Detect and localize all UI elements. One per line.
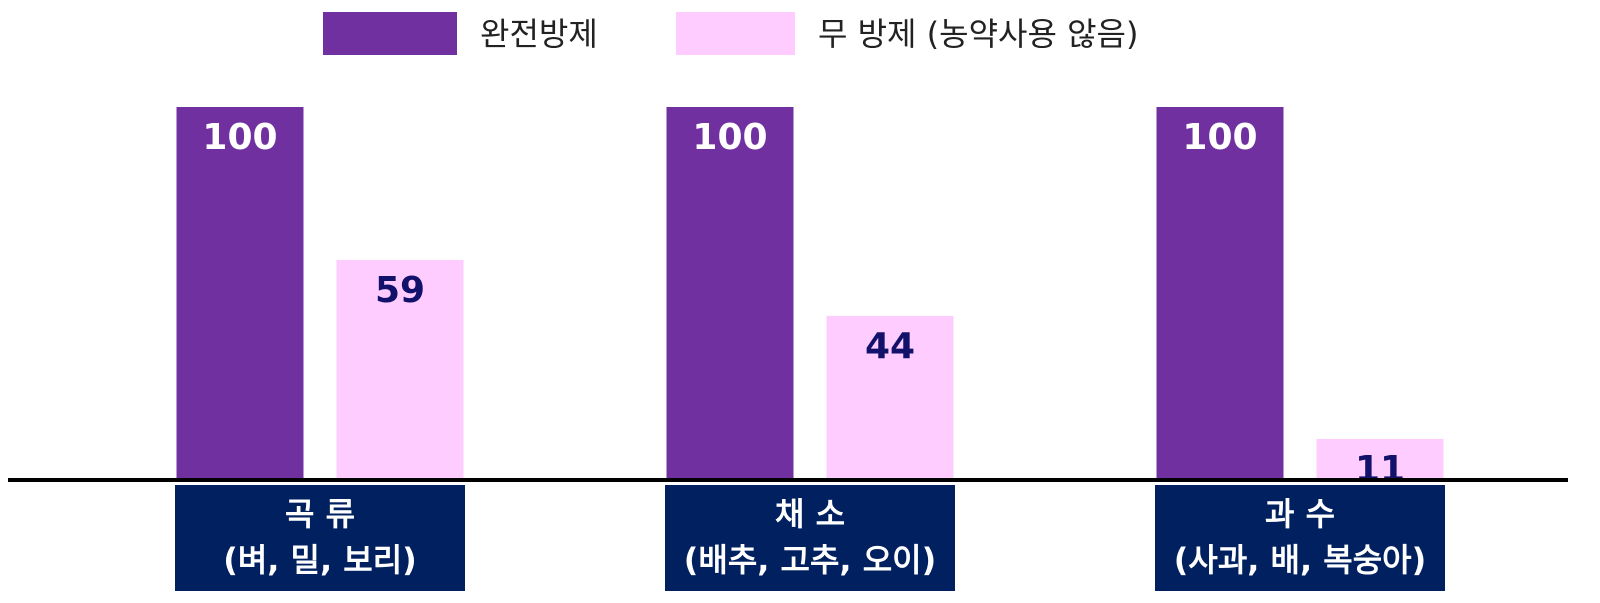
data-label: 100 [692, 117, 767, 158]
category-box [175, 485, 465, 591]
bar [1156, 107, 1284, 480]
bar [826, 315, 954, 480]
x-tick-label: 과 수 [1265, 495, 1335, 533]
data-label: 100 [1182, 117, 1257, 158]
bar [666, 107, 794, 480]
legend-swatch [676, 12, 795, 55]
legend-swatch [323, 12, 457, 55]
category-box [665, 485, 955, 591]
x-tick-label: 곡 류 [285, 495, 355, 533]
bar [176, 107, 304, 480]
data-label: 11 [1355, 449, 1405, 490]
bar [1316, 438, 1444, 480]
x-tick-label: (사과, 배, 복숭아) [1174, 541, 1426, 579]
x-tick-label: (배추, 고추, 오이) [684, 541, 936, 579]
legend-label: 무 방제 (농약사용 않음) [818, 15, 1138, 53]
x-tick-label: (벼, 밀, 보리) [223, 541, 417, 579]
category-box [1155, 485, 1445, 591]
bar [336, 259, 464, 480]
data-label: 44 [865, 326, 915, 367]
x-tick-label: 채 소 [775, 495, 845, 533]
data-label: 100 [202, 117, 277, 158]
data-label: 59 [375, 270, 425, 311]
legend-label: 완전방제 [480, 15, 598, 53]
